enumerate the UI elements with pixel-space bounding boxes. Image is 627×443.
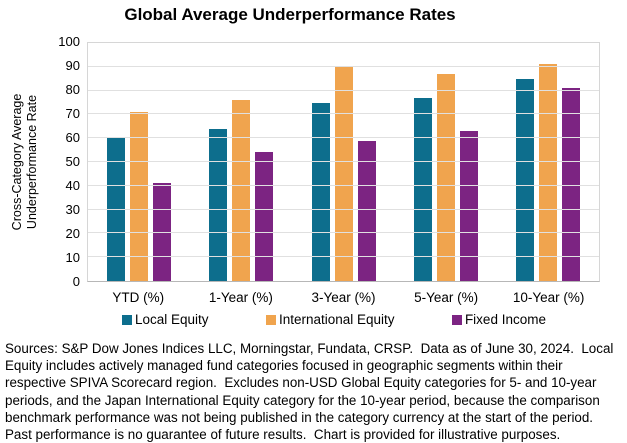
y-tick-label: 30 xyxy=(65,202,80,217)
bar-group-1-year- xyxy=(190,43,292,281)
gridline xyxy=(88,232,599,234)
x-axis-label: 10-Year (%) xyxy=(512,290,585,305)
y-tick-label: 20 xyxy=(65,226,80,241)
x-axis-label: 1-Year (%) xyxy=(208,290,273,305)
y-tick-label: 50 xyxy=(65,154,80,169)
legend-label: Fixed Income xyxy=(464,312,546,327)
bar-local-equity xyxy=(413,97,432,281)
legend-item-international-equity: International Equity xyxy=(265,312,395,327)
y-axis-ticks: 0 10 20 30 40 50 60 70 80 90 100 xyxy=(0,34,80,289)
legend-item-fixed-income: Fixed Income xyxy=(451,312,546,327)
x-axis-labels: YTD (%) 1-Year (%) 3-Year (%) 5-Year (%) 10-… xyxy=(87,290,600,305)
x-axis-label: 3-Year (%) xyxy=(311,290,376,305)
bar-fixed-income xyxy=(357,140,376,281)
source-disclaimer: Sources: S&P Dow Jones Indices LLC, Morn… xyxy=(5,340,625,443)
legend-marker-icon xyxy=(265,314,276,325)
plot-area xyxy=(87,42,600,282)
footer-line: periods, and the Japan International Equ… xyxy=(5,392,600,408)
gridline xyxy=(88,256,599,258)
bar-group-10-year- xyxy=(497,43,599,281)
bar-local-equity xyxy=(311,102,330,281)
legend-item-local-equity: Local Equity xyxy=(122,312,209,327)
x-axis-label: YTD (%) xyxy=(112,290,165,305)
y-tick-label: 100 xyxy=(58,34,80,49)
gridline xyxy=(88,89,599,91)
bar-international-equity xyxy=(334,66,353,281)
legend-marker-icon xyxy=(451,314,462,325)
y-tick-label: 90 xyxy=(65,58,80,73)
y-tick-label: 60 xyxy=(65,130,80,145)
footer-line: Equity includes actively managed fund ca… xyxy=(5,358,563,374)
gridline xyxy=(88,113,599,115)
bar-local-equity xyxy=(515,78,534,281)
bar-international-equity xyxy=(436,73,455,281)
footer-line: Sources: S&P Dow Jones Indices LLC, Morn… xyxy=(5,341,614,356)
gridline xyxy=(88,65,599,67)
y-tick-label: 80 xyxy=(65,82,80,97)
bar-group-ytd- xyxy=(88,43,190,281)
gridline xyxy=(88,208,599,210)
x-axis-label: 5-Year (%) xyxy=(414,290,479,305)
gridline xyxy=(88,161,599,162)
bar-international-equity xyxy=(130,112,149,281)
bar-fixed-income xyxy=(255,152,274,281)
y-tick-label: 70 xyxy=(65,106,80,121)
gridline xyxy=(88,184,599,186)
bar-groups xyxy=(88,43,599,281)
footer-line: Past performance is no guarantee of futu… xyxy=(5,427,561,443)
legend-label: Local Equity xyxy=(135,312,209,327)
gridline xyxy=(88,137,599,139)
footer-line: benchmark performance was not being publ… xyxy=(5,409,594,425)
legend-marker-icon xyxy=(122,314,132,325)
bar-group-3-year- xyxy=(292,43,394,281)
y-tick-label: 40 xyxy=(65,178,80,193)
bar-group-5-year- xyxy=(395,43,497,281)
bar-international-equity xyxy=(538,64,557,281)
bar-local-equity xyxy=(209,128,228,281)
y-tick-label: 10 xyxy=(65,250,80,265)
legend-label: International Equity xyxy=(278,312,395,327)
bar-international-equity xyxy=(232,100,251,281)
chart-title: Global Average Underperformance Rates xyxy=(124,5,456,24)
y-tick-label: 0 xyxy=(72,274,80,289)
bar-fixed-income xyxy=(459,131,478,281)
footer-line: respective SPIVA Scorecard region. Exclu… xyxy=(5,375,597,391)
legend: Local Equity International Equity Fixed In… xyxy=(122,312,546,327)
